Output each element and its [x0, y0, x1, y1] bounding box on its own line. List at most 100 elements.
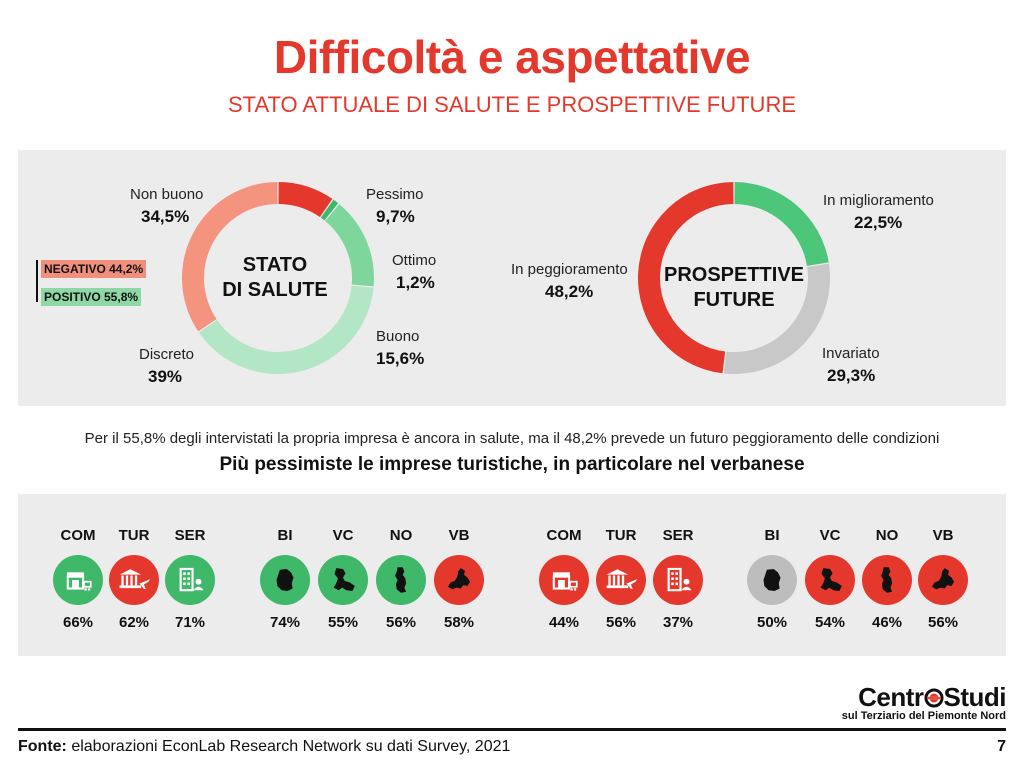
slice-label-in-peggioramento: In peggioramento: [511, 261, 628, 278]
verbania-map-icon: [918, 555, 968, 605]
indicator-left-ser: SER 71%: [160, 527, 220, 631]
slice-buono: [325, 204, 374, 287]
group-bracket: [36, 260, 38, 302]
indicator-left-tur: TUR 62%: [104, 527, 164, 631]
slice-label-invariato: Invariato: [822, 345, 880, 362]
indicator-code: VB: [448, 527, 470, 544]
indicator-percentage: 46%: [871, 614, 903, 631]
indicator-percentage: 71%: [174, 614, 206, 631]
indicator-right-tur: TUR 56%: [591, 527, 651, 631]
slice-discreto: [198, 285, 374, 374]
logo-tagline: sul Terziario del Piemonte Nord: [841, 710, 1006, 722]
indicator-left-com: COM 66%: [48, 527, 108, 631]
slice-invariato: [723, 263, 830, 374]
indicator-right-ser: SER 37%: [648, 527, 708, 631]
indicator-code: VC: [819, 527, 841, 544]
indicator-percentage: 55%: [327, 614, 359, 631]
biella-map-icon: [747, 555, 797, 605]
footer-source: Fonte: elaborazioni EconLab Research Net…: [18, 738, 510, 756]
slice-label-pessimo: Pessimo: [366, 186, 424, 203]
donut2-center-line2: FUTURE: [693, 289, 775, 311]
slice-value-in-peggioramento: 48,2%: [545, 282, 594, 301]
page-title: Difficoltà e aspettative: [273, 31, 751, 83]
indicator-percentage: 74%: [269, 614, 301, 631]
logo-wordmark: Centr Studi: [836, 684, 1006, 710]
slice-value-pessimo: 9,7%: [376, 207, 415, 226]
indicator-percentage: 56%: [385, 614, 417, 631]
slice-label-in-miglioramento: In miglioramento: [823, 192, 934, 209]
indicator-code: COM: [60, 527, 96, 544]
slice-label-non-buono: Non buono: [130, 186, 204, 203]
indicator-code: BI: [277, 527, 293, 544]
slice-value-in-miglioramento: 22,5%: [854, 213, 903, 232]
footer-rule: [18, 728, 1006, 731]
indicator-left-vc: VC 55%: [313, 527, 373, 631]
slice-pessimo: [278, 182, 333, 218]
indicator-code: NO: [875, 527, 899, 544]
indicator-percentage: 66%: [62, 614, 94, 631]
footer-source-text: elaborazioni EconLab Research Network su…: [71, 738, 511, 755]
donut2-center-label: PROSPETTIVE FUTURE: [656, 263, 812, 313]
slice-label-ottimo: Ottimo: [392, 252, 437, 269]
slice-value-non-buono: 34,5%: [141, 207, 190, 226]
shop-icon: [53, 555, 103, 605]
donut1-center-line2: DI SALUTE: [222, 279, 328, 301]
indicator-code: BI: [764, 527, 780, 544]
indicator-percentage: 56%: [927, 614, 959, 631]
slice-non-buono: [182, 182, 278, 332]
slice-value-discreto: 39%: [148, 367, 183, 386]
indicator-percentage: 44%: [548, 614, 580, 631]
indicator-percentage: 37%: [662, 614, 694, 631]
indicator-left-vb: VB 58%: [429, 527, 489, 631]
services-icon: [653, 555, 703, 605]
slice-in-peggioramento: [637, 182, 734, 374]
verbania-map-icon: [434, 555, 484, 605]
slice-label-buono: Buono: [376, 328, 420, 345]
indicator-right-com: COM 44%: [534, 527, 594, 631]
group-positivo-badge: POSITIVO 55,8%: [41, 288, 142, 306]
services-icon: [165, 555, 215, 605]
logo-name-b: Studi: [943, 682, 1007, 712]
indicator-code: VC: [332, 527, 354, 544]
indicator-code: COM: [546, 527, 582, 544]
indicator-percentage: 56%: [605, 614, 637, 631]
slice-label-discreto: Discreto: [139, 346, 195, 363]
shop-icon: [539, 555, 589, 605]
centro-studi-logo: Centr Studi sul Terziario del Piemonte No…: [836, 684, 1007, 722]
donut1-center-line1: STATO: [242, 254, 308, 276]
donut-chart-stato-di-salute: [182, 182, 374, 374]
indicator-right-vc: VC 54%: [800, 527, 860, 631]
logo-name-a: Centr: [858, 682, 924, 712]
indicator-code: VB: [932, 527, 954, 544]
indicator-code: SER: [174, 527, 206, 544]
indicator-code: TUR: [118, 527, 150, 544]
footer-source-label: Fonte:: [18, 738, 67, 755]
indicator-percentage: 58%: [443, 614, 475, 631]
donut1-center-label: STATO DI SALUTE: [200, 253, 350, 303]
group-negativo-badge: NEGATIVO 44,2%: [41, 260, 147, 278]
summary-note: Per il 55,8% degli intervistati la propr…: [84, 430, 940, 447]
donut-chart-prospettive-future: [637, 182, 830, 374]
tourism-icon: [596, 555, 646, 605]
indicator-right-no: NO 46%: [857, 527, 917, 631]
slice-value-ottimo: 1,2%: [396, 273, 435, 292]
slice-value-invariato: 29,3%: [827, 366, 876, 385]
indicator-left-bi: BI 74%: [255, 527, 315, 631]
slice-ottimo: [320, 199, 339, 221]
indicator-code: SER: [662, 527, 694, 544]
slice-in-miglioramento: [734, 182, 829, 266]
indicator-right-bi: BI 50%: [742, 527, 802, 631]
novara-map-icon: [376, 555, 426, 605]
page-subtitle: STATO ATTUALE DI SALUTE E PROSPETTIVE FU…: [227, 92, 797, 117]
indicator-code: TUR: [605, 527, 637, 544]
logo-circle-icon: [924, 688, 943, 708]
page-number: 7: [997, 738, 1006, 755]
summary-headline: Più pessimiste le imprese turistiche, in…: [219, 454, 805, 475]
tourism-icon: [109, 555, 159, 605]
slice-value-buono: 15,6%: [376, 349, 425, 368]
biella-map-icon: [260, 555, 310, 605]
vercelli-map-icon: [318, 555, 368, 605]
indicator-percentage: 54%: [814, 614, 846, 631]
indicator-left-no: NO 56%: [371, 527, 431, 631]
indicator-percentage: 62%: [118, 614, 150, 631]
